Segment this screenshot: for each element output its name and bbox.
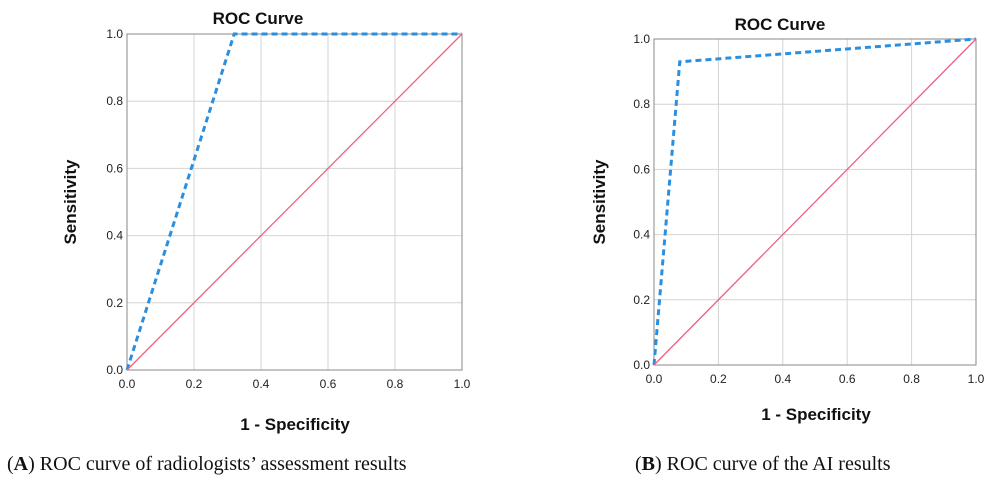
y-tick-label: 1.0 bbox=[106, 27, 123, 41]
chart-title: ROC Curve bbox=[213, 9, 304, 28]
caption-a-letter: A bbox=[13, 453, 29, 475]
roc-curve-line bbox=[125, 32, 462, 371]
y-axis-label: Sensitivity bbox=[590, 159, 609, 245]
chart-a: 0.0 0.2 0.4 0.6 0.8 1.0 0.0 0.2 0.4 0.6 0.8 1.0 ROC … bbox=[61, 9, 471, 434]
chart-title: ROC Curve bbox=[735, 15, 826, 34]
caption-a-text: ) ROC curve of radiologists’ assessment … bbox=[28, 453, 407, 475]
x-tick-label: 0.0 bbox=[119, 377, 136, 391]
x-tick-label: 1.0 bbox=[454, 377, 471, 391]
y-tick-label: 0.0 bbox=[106, 363, 123, 377]
y-tick-label: 0.2 bbox=[633, 293, 650, 307]
y-tick-label: 0.0 bbox=[633, 358, 650, 372]
y-tick-label: 0.2 bbox=[106, 296, 123, 310]
caption-b: (B) ROC curve of the AI results bbox=[635, 453, 891, 475]
y-tick-label: 0.4 bbox=[106, 229, 123, 243]
x-tick-label: 0.6 bbox=[320, 377, 337, 391]
x-tick-label: 0.0 bbox=[646, 372, 663, 386]
caption-b-text: ) ROC curve of the AI results bbox=[655, 453, 891, 475]
x-tick-label: 0.6 bbox=[839, 372, 856, 386]
x-axis-label: 1 - Specificity bbox=[240, 415, 350, 434]
y-tick-label: 1.0 bbox=[633, 32, 650, 46]
x-tick-label: 0.2 bbox=[186, 377, 203, 391]
y-tick-label: 0.4 bbox=[633, 228, 650, 242]
reference-line bbox=[653, 38, 977, 366]
x-tick-label: 0.2 bbox=[710, 372, 727, 386]
y-tick-label: 0.6 bbox=[106, 161, 123, 175]
caption-b-letter: B bbox=[641, 453, 656, 475]
y-tick-label: 0.8 bbox=[106, 94, 123, 108]
roc-curve-line bbox=[652, 37, 977, 366]
plot-frame bbox=[653, 38, 977, 366]
x-tick-label: 0.8 bbox=[387, 377, 404, 391]
caption-a: (A) ROC curve of radiologists’ assessmen… bbox=[7, 453, 407, 475]
chart-b: 0.0 0.2 0.4 0.6 0.8 1.0 0.0 0.2 0.4 0.6 0.8 1.0 ROC … bbox=[590, 15, 985, 424]
y-tick-label: 0.8 bbox=[633, 97, 650, 111]
reference-line bbox=[126, 33, 463, 371]
x-axis-label: 1 - Specificity bbox=[761, 405, 871, 424]
x-tick-label: 0.4 bbox=[774, 372, 791, 386]
x-tick-label: 1.0 bbox=[968, 372, 985, 386]
y-tick-label: 0.6 bbox=[633, 162, 650, 176]
x-tick-label: 0.4 bbox=[253, 377, 270, 391]
y-axis-label: Sensitivity bbox=[61, 159, 80, 245]
x-tick-label: 0.8 bbox=[903, 372, 920, 386]
